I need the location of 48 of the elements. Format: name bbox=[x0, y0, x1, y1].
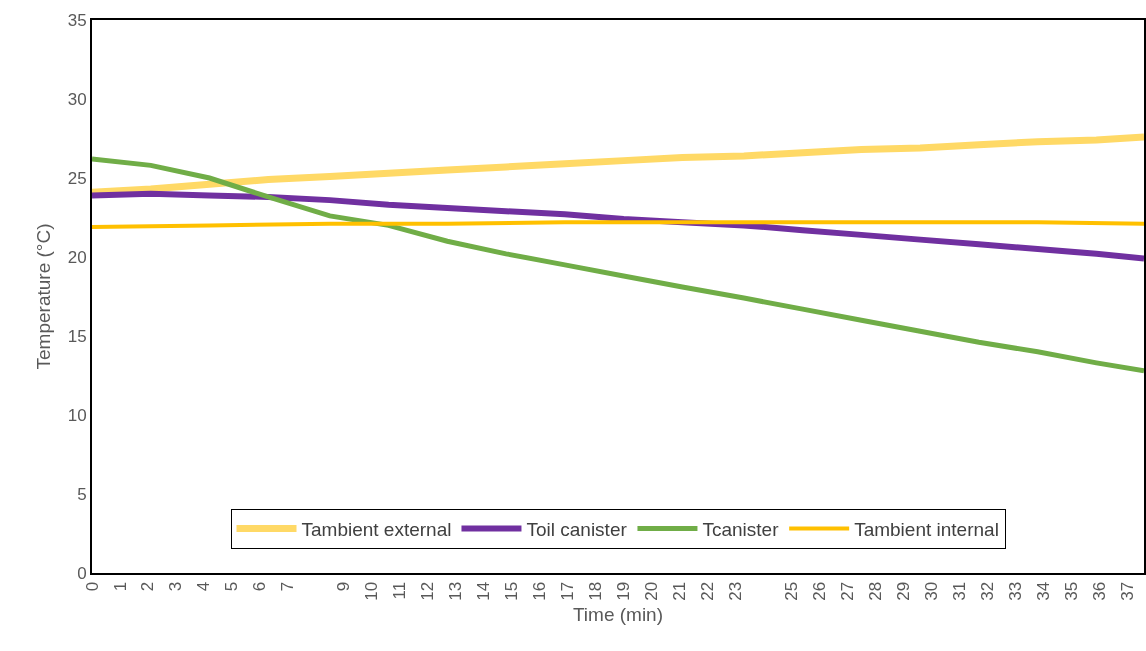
x-tick-label: 34 bbox=[1033, 581, 1053, 601]
x-tick-label: 28 bbox=[865, 581, 885, 601]
y-tick-label: 30 bbox=[67, 89, 87, 109]
x-axis-title: Time (min) bbox=[572, 604, 664, 626]
x-tick-label: 19 bbox=[614, 581, 634, 601]
y-tick-label: 10 bbox=[67, 405, 87, 425]
x-tick-label: 23 bbox=[726, 581, 746, 601]
x-tick-label: 11 bbox=[390, 581, 410, 600]
x-tick-label: 31 bbox=[949, 581, 969, 601]
x-tick-label: 26 bbox=[809, 581, 829, 601]
legend-label: Tambient external bbox=[301, 519, 452, 541]
x-tick-label: 1 bbox=[110, 581, 130, 592]
x-tick-label: 9 bbox=[334, 581, 354, 592]
legend-label: Tambient internal bbox=[854, 519, 999, 541]
x-tick-label: 27 bbox=[837, 581, 857, 601]
x-tick-label: 32 bbox=[977, 581, 997, 601]
x-tick-label: 17 bbox=[558, 581, 578, 601]
y-tick-label: 15 bbox=[67, 326, 87, 346]
x-tick-label: 12 bbox=[418, 581, 438, 601]
x-tick-label: 35 bbox=[1061, 581, 1081, 601]
x-tick-label: 22 bbox=[698, 581, 718, 601]
x-tick-label: 29 bbox=[893, 581, 913, 601]
x-tick-label: 6 bbox=[250, 581, 270, 592]
y-tick-label: 20 bbox=[67, 247, 87, 267]
y-tick-label: 5 bbox=[77, 484, 87, 504]
x-tick-label: 30 bbox=[921, 581, 941, 601]
x-tick-label: 37 bbox=[1117, 581, 1137, 601]
x-tick-label: 3 bbox=[166, 581, 186, 592]
x-tick-label: 10 bbox=[362, 581, 382, 601]
x-tick-label: 2 bbox=[138, 581, 158, 592]
x-tick-label: 20 bbox=[642, 581, 662, 601]
y-tick-label: 35 bbox=[67, 10, 87, 30]
x-tick-label: 21 bbox=[670, 581, 690, 601]
x-tick-label: 16 bbox=[530, 581, 550, 601]
x-tick-label: 7 bbox=[278, 581, 298, 592]
x-tick-label: 18 bbox=[586, 581, 606, 601]
legend-label: Tcanister bbox=[702, 519, 780, 541]
x-tick-label: 5 bbox=[222, 581, 242, 592]
x-tick-label: 33 bbox=[1005, 581, 1025, 601]
x-tick-label: 14 bbox=[474, 581, 494, 601]
x-tick-label: 13 bbox=[446, 581, 466, 601]
y-tick-label: 25 bbox=[67, 168, 87, 188]
x-tick-label: 4 bbox=[194, 581, 214, 592]
legend-label: Toil canister bbox=[526, 519, 628, 541]
x-tick-label: 36 bbox=[1089, 581, 1109, 601]
x-tick-label: 15 bbox=[502, 581, 522, 601]
y-axis-title: Temperature (°C) bbox=[33, 223, 55, 370]
x-tick-label: 25 bbox=[781, 581, 801, 601]
